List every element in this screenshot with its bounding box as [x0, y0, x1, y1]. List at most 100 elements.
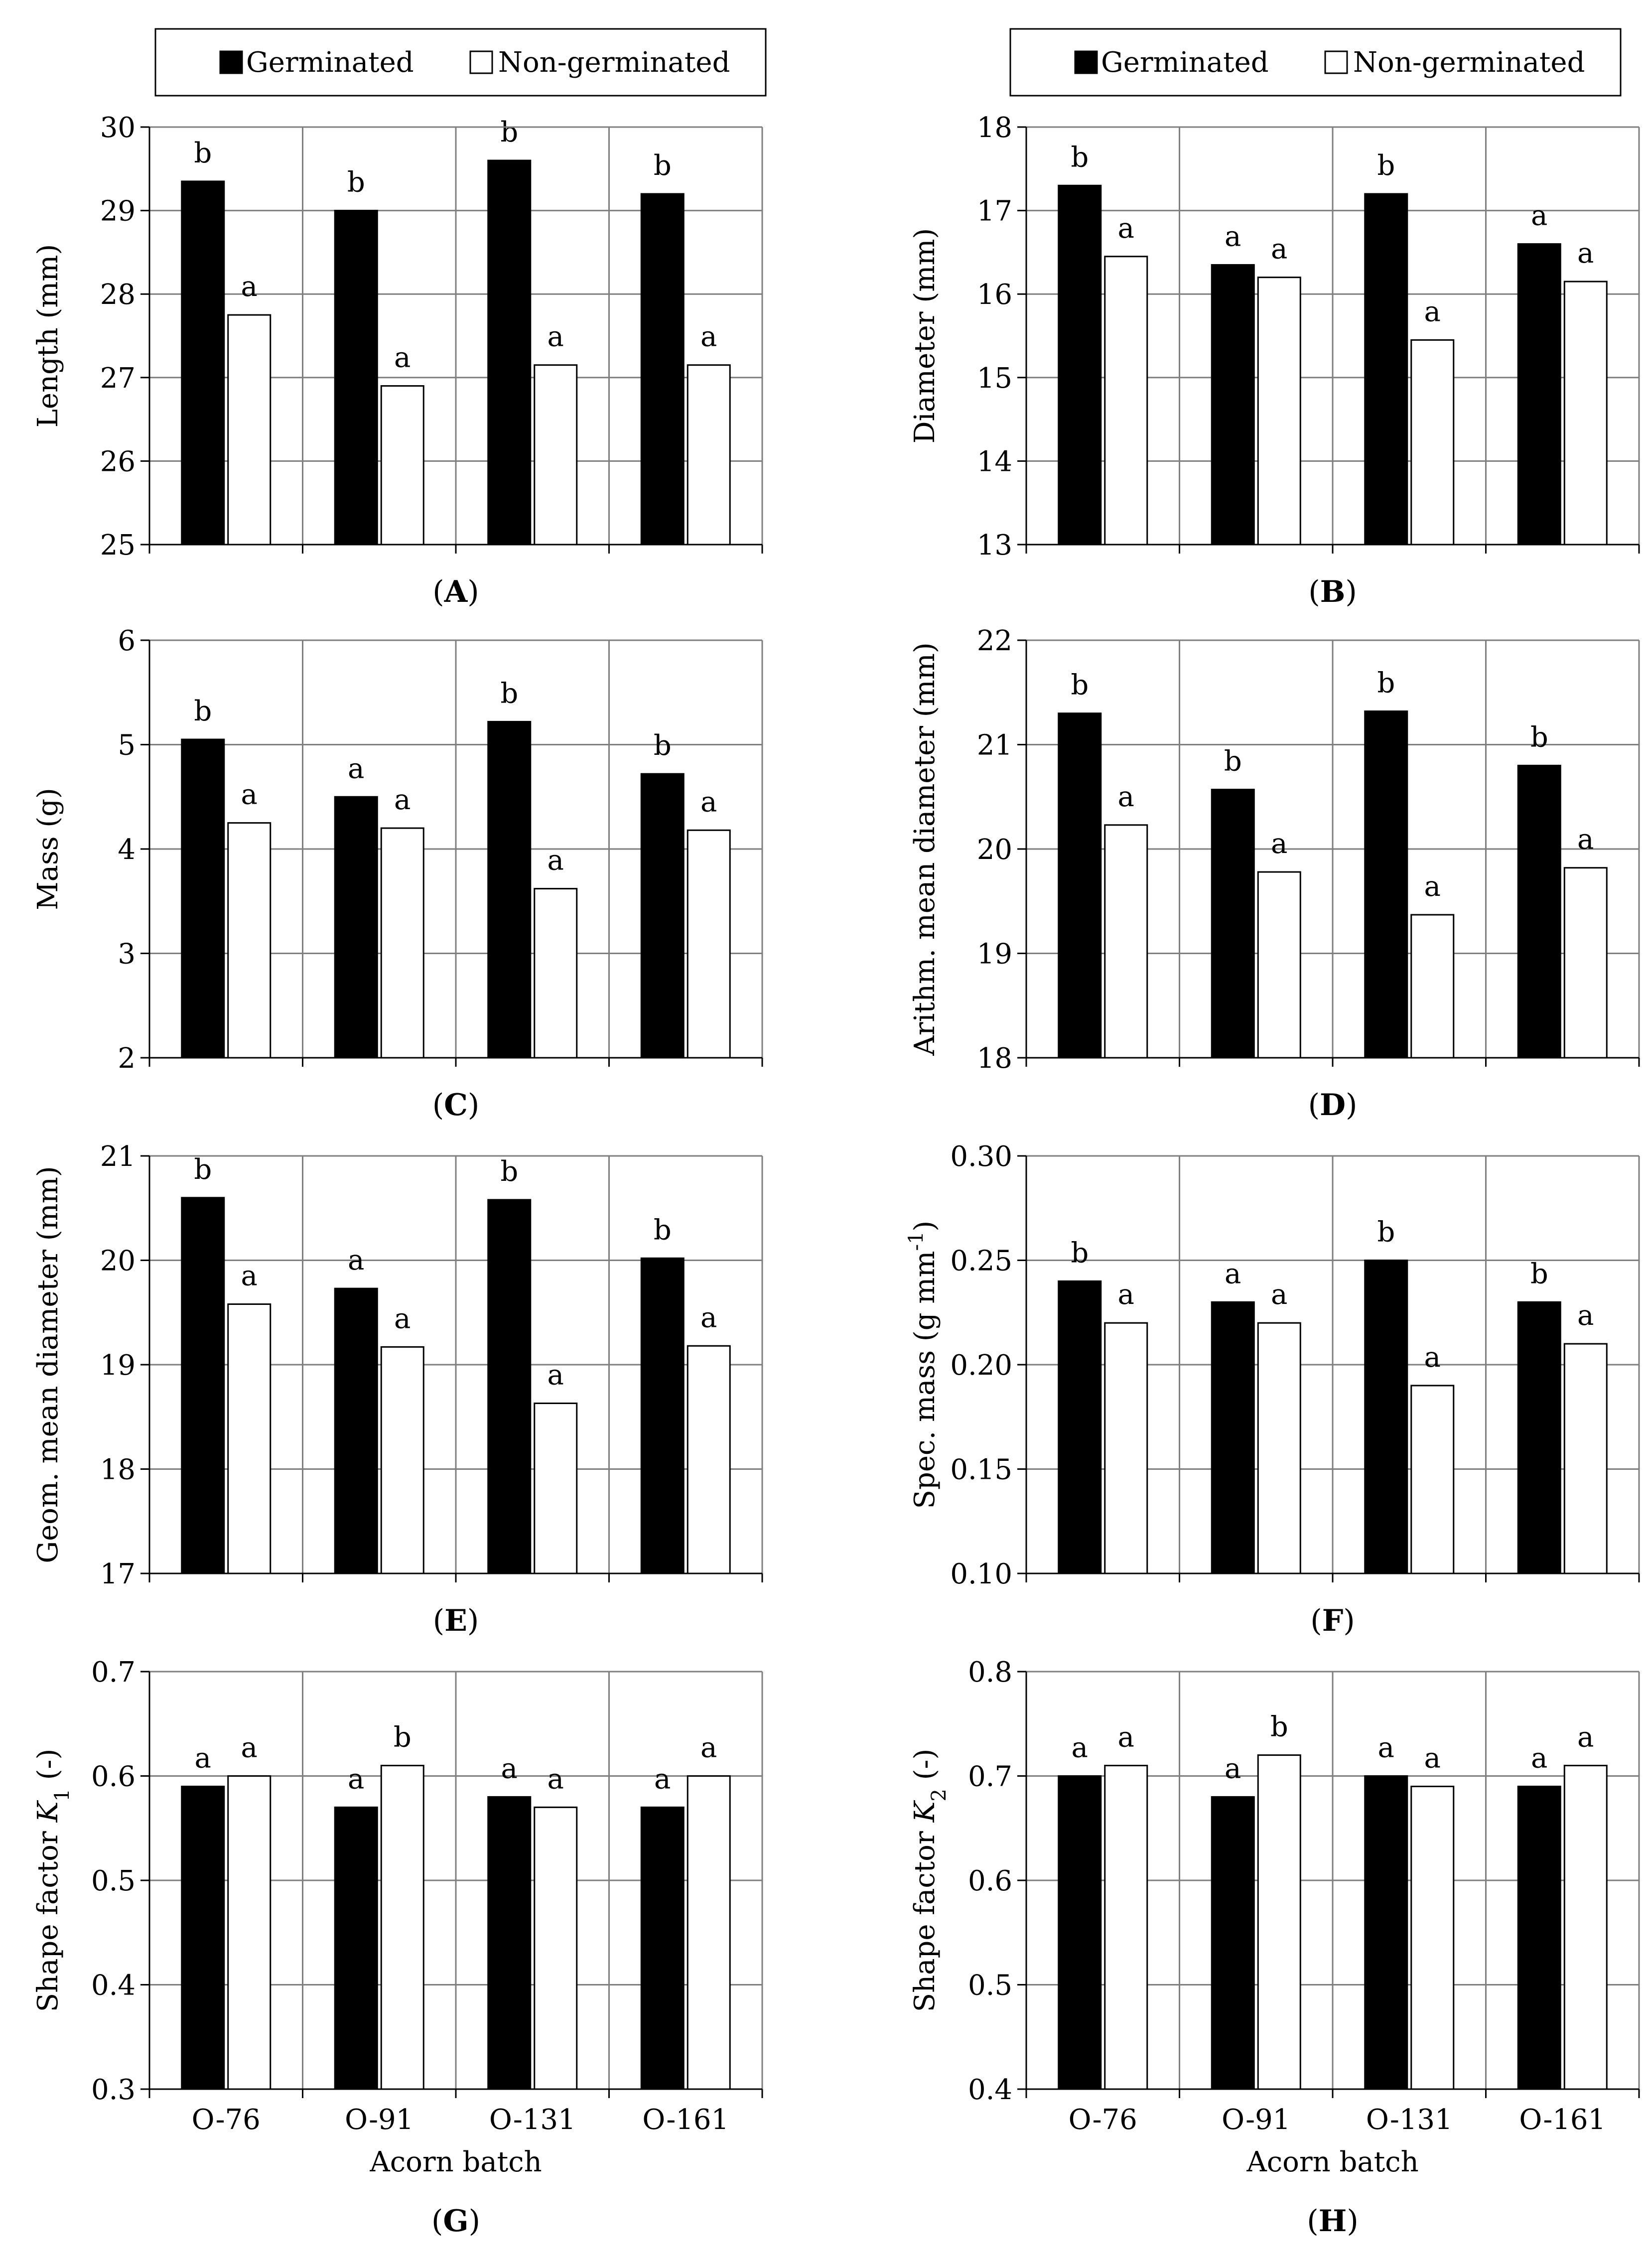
panel-letter-id: D — [1320, 1088, 1346, 1123]
bar-germinated — [1517, 243, 1561, 546]
y-tick-label: 0.6 — [968, 1865, 1012, 1897]
panel-letter-id: E — [444, 1603, 467, 1638]
bar-non-germinated — [1257, 277, 1301, 546]
legend-swatch-non-germinated — [1324, 50, 1348, 74]
bar-germinated — [1364, 710, 1408, 1059]
significance-label: a — [394, 1302, 411, 1335]
significance-label: a — [548, 1763, 564, 1795]
bar-germinated — [1364, 1775, 1408, 2090]
panel-letter-close: ) — [467, 1603, 479, 1638]
bar-non-germinated — [227, 314, 272, 546]
y-tick-label: 27 — [100, 362, 136, 395]
panel-letter-open: ( — [1308, 1088, 1320, 1123]
significance-label: a — [1577, 237, 1594, 270]
significance-label: a — [654, 1763, 671, 1795]
y-axis-label-italic: K — [32, 1800, 64, 1823]
bar-non-germinated — [1104, 1765, 1148, 2090]
significance-label: a — [1424, 870, 1441, 903]
panel-letter-close: ) — [468, 1088, 479, 1123]
bar-germinated — [334, 796, 378, 1059]
significance-label: b — [1377, 667, 1395, 699]
significance-label: a — [1271, 828, 1287, 860]
bar-germinated — [1058, 1775, 1102, 2090]
significance-label: a — [501, 1752, 518, 1785]
significance-label: a — [1225, 1258, 1241, 1290]
y-axis-label: Arithm. mean diameter (mm) — [909, 642, 941, 1056]
significance-label: a — [1531, 1742, 1547, 1774]
x-tick-label: O-161 — [1519, 2104, 1606, 2136]
significance-label: b — [1071, 1237, 1089, 1269]
significance-label: a — [241, 271, 258, 303]
bar-non-germinated — [534, 888, 578, 1059]
significance-label: a — [1072, 1732, 1088, 1764]
y-axis-label-end: (-) — [909, 1749, 941, 1789]
bar-germinated — [1364, 193, 1408, 546]
y-tick-label: 17 — [100, 1558, 136, 1590]
bar-germinated — [1058, 184, 1102, 546]
y-tick-label: 19 — [977, 938, 1012, 971]
y-tick-label: 0.5 — [91, 1865, 136, 1897]
y-tick-label: 21 — [100, 1140, 136, 1173]
significance-label: a — [1424, 295, 1441, 328]
significance-label: a — [348, 752, 364, 785]
bar-germinated — [1211, 264, 1255, 546]
y-tick-label: 4 — [118, 834, 136, 866]
y-tick-label: 0.7 — [91, 1656, 136, 1689]
bar-germinated — [181, 738, 225, 1059]
y-tick-label: 0.3 — [91, 2074, 136, 2106]
bar-non-germinated — [380, 385, 424, 546]
bar-non-germinated — [687, 829, 731, 1059]
y-tick-label: 0.4 — [91, 1970, 136, 2002]
panel-letter: (C) — [432, 1088, 480, 1123]
significance-label: b — [1224, 745, 1242, 778]
panel-letter-close: ) — [1346, 1088, 1357, 1123]
panel-letter-close: ) — [467, 574, 479, 609]
significance-label: a — [548, 321, 564, 353]
bar-non-germinated — [687, 364, 731, 546]
significance-label: b — [347, 166, 365, 199]
y-tick-label: 28 — [100, 279, 136, 311]
bar-non-germinated — [380, 1346, 424, 1574]
significance-label: b — [1071, 141, 1089, 173]
y-axis-label-text: Mass (g) — [32, 788, 64, 910]
y-axis-label-text: Diameter (mm) — [909, 228, 941, 444]
y-tick-label: 20 — [977, 834, 1012, 866]
bar-germinated — [487, 1199, 532, 1574]
significance-label: b — [194, 695, 212, 727]
y-tick-label: 16 — [977, 279, 1012, 311]
y-tick-label: 29 — [100, 195, 136, 228]
y-tick-label: 22 — [977, 625, 1012, 657]
y-axis-label-italic: K — [909, 1800, 941, 1823]
panel-letter-close: ) — [1343, 1603, 1355, 1638]
x-tick-label: O-76 — [1069, 2104, 1137, 2136]
y-tick-label: 5 — [118, 729, 136, 762]
x-tick-label: O-91 — [1222, 2104, 1290, 2136]
significance-label: a — [1271, 1278, 1287, 1311]
bar-non-germinated — [1257, 871, 1301, 1059]
bar-germinated — [334, 1287, 378, 1574]
y-axis-label-end: ) — [909, 1221, 941, 1232]
legend-swatch-germinated — [1074, 50, 1098, 74]
y-axis-label-text: Geom. mean diameter (mm) — [32, 1166, 64, 1563]
y-axis-label-subscript: 2 — [928, 1789, 951, 1801]
significance-label: a — [700, 321, 717, 353]
y-tick-label: 21 — [977, 729, 1012, 762]
significance-label: a — [1118, 781, 1134, 813]
y-tick-label: 3 — [118, 938, 136, 971]
panel-letter: (A) — [432, 574, 479, 609]
x-tick-label: O-131 — [489, 2104, 576, 2136]
significance-label: b — [1377, 149, 1395, 182]
bar-non-germinated — [1410, 914, 1455, 1059]
bar-germinated — [334, 210, 378, 546]
significance-label: b — [1270, 1711, 1288, 1743]
bar-non-germinated — [534, 364, 578, 546]
significance-label: a — [1378, 1732, 1394, 1764]
bar-non-germinated — [1410, 339, 1455, 546]
significance-label: a — [1118, 1278, 1134, 1311]
bar-germinated — [1364, 1260, 1408, 1574]
